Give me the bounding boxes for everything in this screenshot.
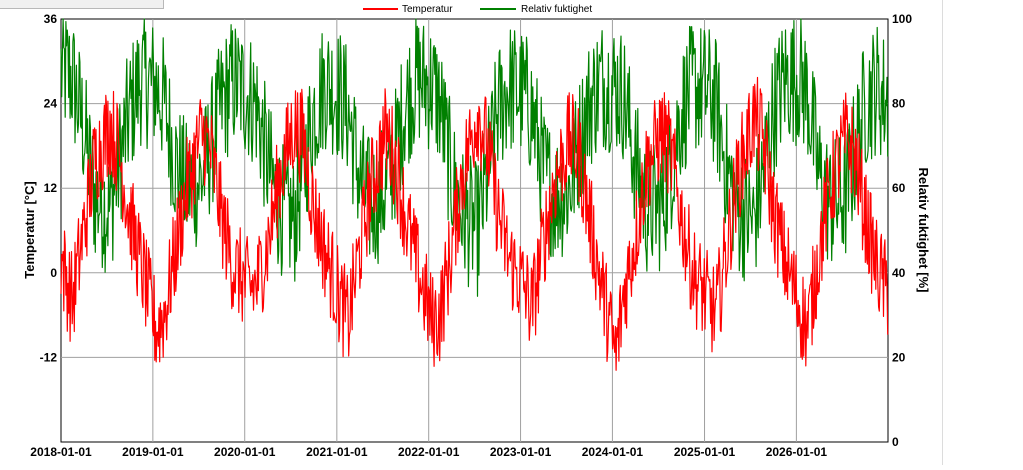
y-right-tick-label: 80 xyxy=(892,97,906,111)
y-axis-left-label: Temperatur [°C] xyxy=(22,181,37,278)
y-axis-right-label: Relativ fuktighet [%] xyxy=(916,168,931,293)
y-left-tick-label: 0 xyxy=(50,266,57,280)
series-line-relativ-fuktighet xyxy=(60,18,889,297)
legend-label-temperatur: Temperatur xyxy=(402,4,453,15)
y-right-tick-label: 60 xyxy=(892,181,906,195)
x-tick-label: 2022-01-01 xyxy=(398,445,460,459)
y-left-tick-label: 12 xyxy=(44,181,58,195)
side-panel xyxy=(942,0,1023,465)
x-tick-label: 2020-01-01 xyxy=(214,445,276,459)
panel-corner xyxy=(0,0,164,9)
x-tick-label: 2023-01-01 xyxy=(490,445,552,459)
y-right-tick-label: 20 xyxy=(892,350,906,364)
x-tick-label: 2019-01-01 xyxy=(122,445,184,459)
y-right-tick-label: 0 xyxy=(892,435,899,449)
chart-svg: 36 24 12 0 -12 100 80 60 40 20 0 2018-01-01 2019-01-… xyxy=(22,4,931,459)
x-tick-label: 2018-01-01 xyxy=(30,445,92,459)
legend: Temperatur Relativ fuktighet xyxy=(363,4,592,15)
x-tick-label: 2021-01-01 xyxy=(306,445,368,459)
x-tick-label: 2025-01-01 xyxy=(674,445,736,459)
y-right-tick-label: 40 xyxy=(892,266,906,280)
y-right-tick-label: 100 xyxy=(892,12,912,26)
chart-container: 36 24 12 0 -12 100 80 60 40 20 0 2018-01-01 2019-01-… xyxy=(0,0,931,459)
x-tick-label: 2026-01-01 xyxy=(766,445,828,459)
y-left-tick-label: 36 xyxy=(44,12,58,26)
legend-label-fuktighet: Relativ fuktighet xyxy=(521,4,592,15)
series-line-temperatur xyxy=(60,76,889,371)
axis-layer: 36 24 12 0 -12 100 80 60 40 20 0 2018-01-01 2019-01-… xyxy=(30,12,912,459)
series-layer xyxy=(60,18,889,371)
y-left-tick-label: -12 xyxy=(40,350,58,364)
y-left-tick-label: 24 xyxy=(44,97,58,111)
x-tick-label: 2024-01-01 xyxy=(582,445,644,459)
